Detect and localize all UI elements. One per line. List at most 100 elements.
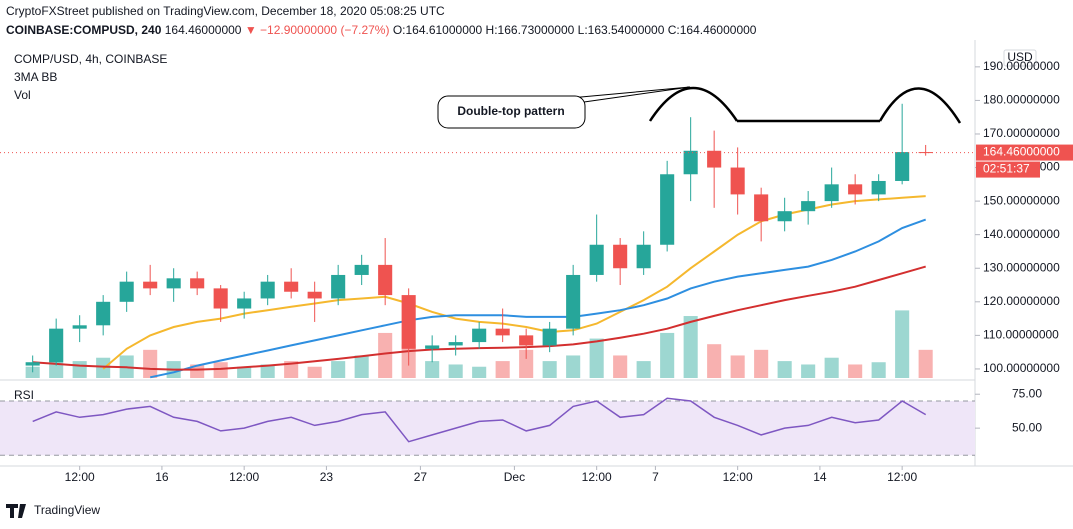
volume-bar	[143, 349, 158, 378]
y-tick-label: 170.00000000	[983, 126, 1060, 140]
candle-body	[378, 264, 393, 296]
x-tick-label: 27	[414, 470, 428, 484]
volume-bar	[425, 361, 440, 378]
candle-body	[542, 328, 557, 346]
volume-bar	[260, 364, 275, 378]
candle-body	[683, 150, 698, 175]
candle-body	[25, 362, 40, 366]
candle-body	[472, 328, 487, 343]
candle-body	[119, 281, 134, 302]
candle-body	[96, 301, 111, 326]
unit: USD	[1007, 50, 1033, 64]
candle-body	[143, 281, 158, 289]
candle-body	[425, 345, 440, 349]
volume-bar	[284, 361, 299, 378]
candle-body	[660, 174, 675, 245]
double-top-drawing	[648, 86, 962, 124]
volume-bar	[72, 361, 87, 378]
candle-body	[730, 167, 745, 195]
candle-body	[213, 288, 228, 309]
logo-icon	[6, 504, 26, 518]
moving-average	[102, 195, 926, 370]
volume-bar	[213, 362, 228, 378]
symbol: COINBASE:COMPUSD, 240	[6, 23, 162, 37]
x-tick-label: 12:00	[65, 470, 95, 484]
y-tick-label: 120.00000000	[983, 294, 1060, 308]
annotation: Double-top pattern	[457, 104, 564, 118]
volume-bar	[683, 316, 698, 378]
y-tick-label: 50.00	[1012, 420, 1042, 434]
candle-body	[260, 281, 275, 299]
volume-bar	[566, 355, 581, 378]
y-tick-label: 130.00000000	[983, 260, 1060, 274]
volume-bar	[730, 355, 745, 378]
volume-bar	[754, 349, 769, 378]
volume-bar	[777, 361, 792, 378]
y-tick-label: 180.00000000	[983, 93, 1060, 107]
y-tick-label: 110.00000000	[983, 328, 1059, 342]
candle-body	[72, 325, 87, 329]
x-tick-label: 16	[155, 470, 169, 484]
ohlc: O:164.61000000 H:166.73000000 L:163.5400…	[393, 23, 757, 37]
volume-bar	[519, 349, 534, 378]
candle-body	[754, 194, 769, 222]
y-tick-label: 190.00000000	[983, 59, 1060, 73]
rsi-title: RSI	[14, 388, 34, 402]
rsi-line	[32, 397, 927, 443]
candle-body	[848, 184, 863, 195]
logo: TradingView	[34, 503, 100, 517]
volume-bar	[448, 364, 463, 378]
candle-body	[190, 278, 205, 289]
volume-bar	[190, 364, 205, 378]
panel-title: COMP/USD, 4h, COINBASE	[14, 52, 167, 66]
x-tick-label: 12:00	[582, 470, 612, 484]
candle-body	[49, 328, 64, 363]
candle-body	[777, 211, 792, 222]
price: 164.46000000	[165, 23, 242, 37]
candle-body	[331, 274, 346, 299]
indicator-label: Vol	[14, 88, 31, 102]
y-tick-label: 75.00	[1012, 386, 1042, 400]
last-price-tag	[976, 144, 1073, 161]
rsi-band	[0, 401, 975, 456]
candle-body	[237, 298, 252, 309]
volume-bar	[354, 355, 369, 378]
candle-body	[354, 264, 369, 275]
x-tick-label: 12:00	[723, 470, 753, 484]
volume-bar	[871, 362, 886, 378]
candle-body	[166, 278, 181, 289]
candle-body	[895, 152, 910, 181]
volume-bar	[307, 366, 322, 378]
volume-bar	[824, 357, 839, 378]
volume-bar	[237, 366, 252, 378]
volume-bar	[707, 344, 722, 378]
published: CryptoFXStreet published on TradingView.…	[6, 4, 445, 18]
y-tick-label: 140.00000000	[983, 227, 1060, 241]
volume-bar	[895, 310, 910, 378]
moving-average	[149, 218, 927, 379]
y-tick-label: 150.00000000	[983, 193, 1060, 207]
candle-body	[871, 180, 886, 195]
volume-bar	[495, 361, 510, 378]
candle-body	[707, 150, 722, 168]
y-tick-label: 100.00000000	[983, 361, 1060, 375]
candle-body	[566, 274, 581, 329]
volume-bar	[331, 361, 346, 378]
x-tick-label: Dec	[504, 470, 525, 484]
x-tick-label: 12:00	[887, 470, 917, 484]
volume-bar	[378, 332, 393, 378]
volume-bar	[542, 361, 557, 378]
x-tick-label: 7	[652, 470, 659, 484]
candle-body	[801, 201, 816, 212]
x-tick-label: 12:00	[229, 470, 259, 484]
candle-body	[824, 184, 839, 202]
volume-bar	[801, 364, 816, 378]
volume-bar	[25, 366, 40, 378]
countdown-tag	[976, 161, 1040, 178]
volume-bar	[589, 338, 604, 378]
volume-bar	[918, 349, 933, 378]
candle-body	[401, 295, 416, 349]
volume-bar	[660, 332, 675, 378]
x-tick-label: 23	[320, 470, 334, 484]
